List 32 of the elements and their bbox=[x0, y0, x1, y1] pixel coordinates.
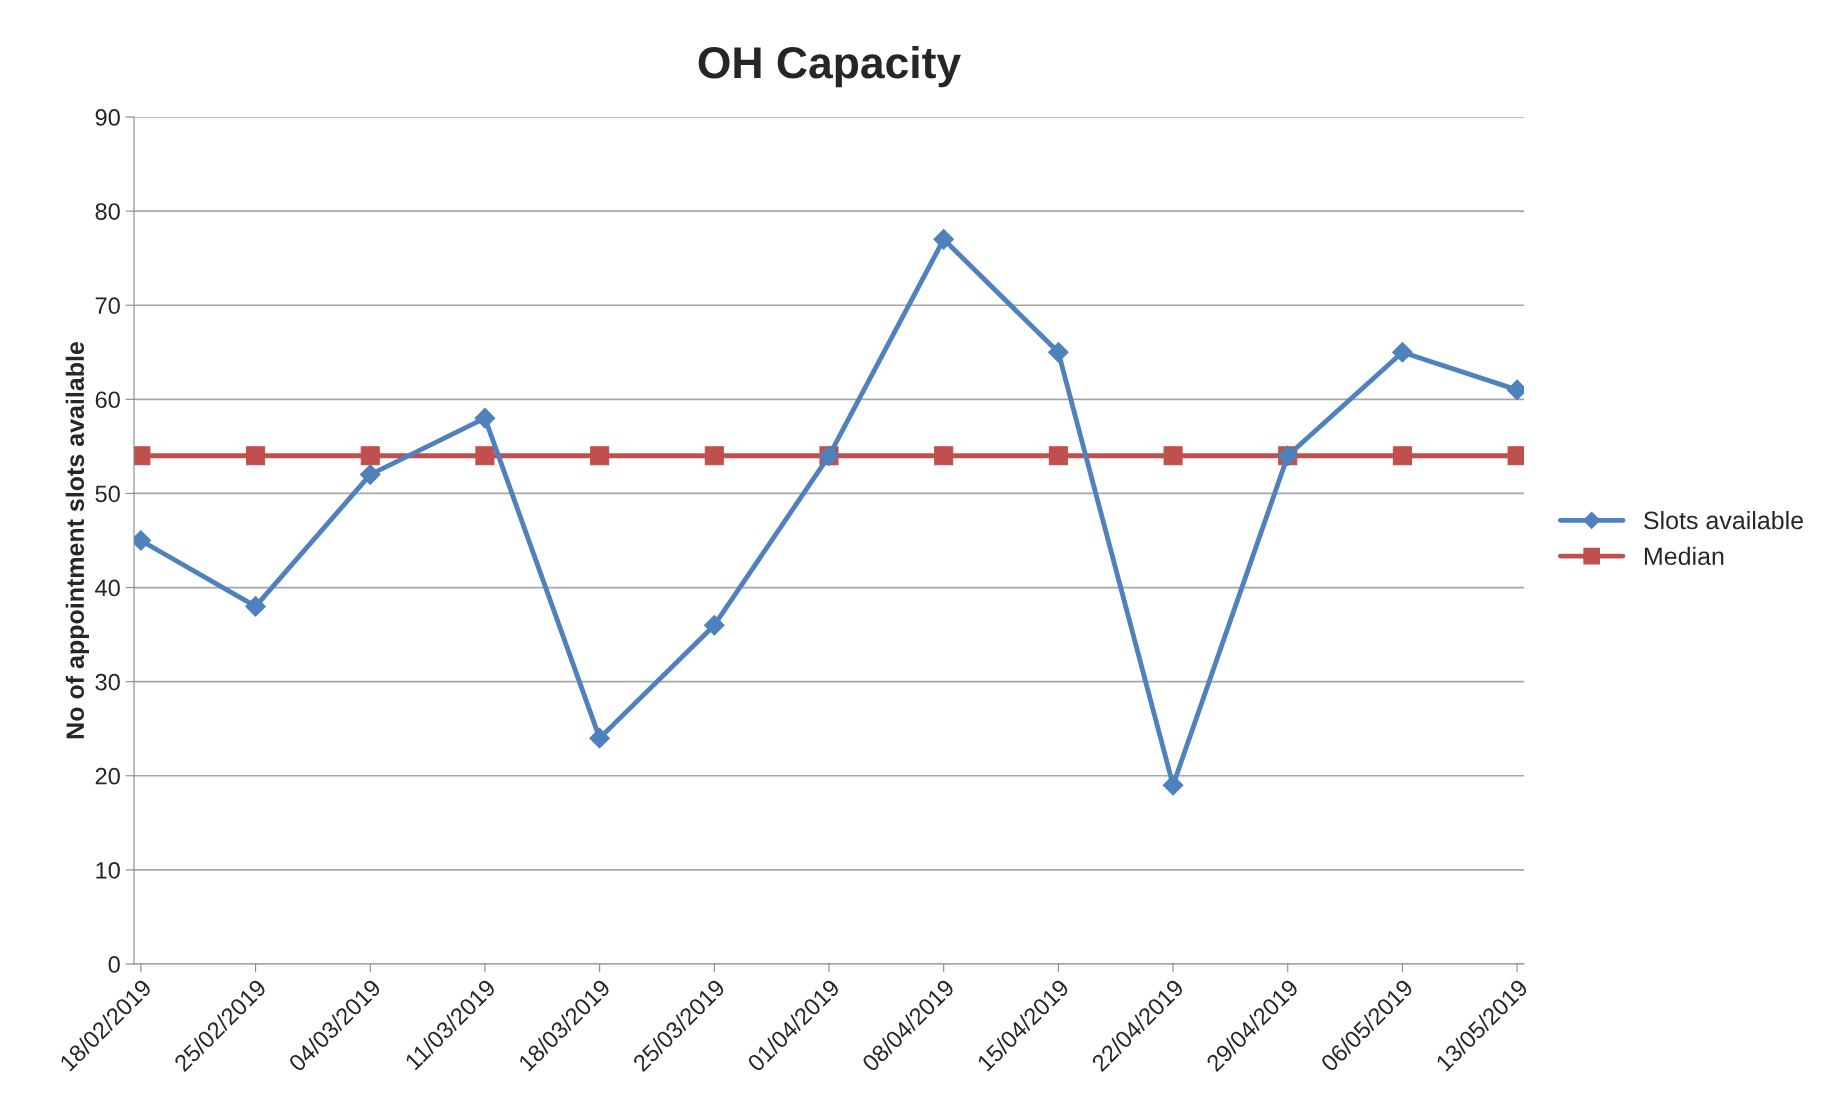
y-tick-label: 10 bbox=[96, 861, 120, 879]
point bbox=[589, 727, 610, 749]
point bbox=[1392, 446, 1412, 466]
point bbox=[1048, 446, 1068, 466]
point bbox=[934, 446, 954, 466]
point bbox=[474, 407, 496, 429]
point bbox=[703, 614, 725, 636]
point bbox=[1162, 774, 1184, 796]
point bbox=[245, 596, 266, 617]
y-tick-label: 40 bbox=[95, 579, 120, 597]
legend-label: Median bbox=[1644, 546, 1724, 566]
y-tick-label: 70 bbox=[95, 297, 120, 315]
point bbox=[475, 446, 495, 466]
y-tick-label: 80 bbox=[95, 203, 120, 220]
y-tick-label: 90 bbox=[95, 109, 120, 126]
y-tick-label: 20 bbox=[95, 767, 120, 785]
point bbox=[704, 446, 724, 466]
point bbox=[1163, 446, 1183, 466]
y-tick-label: 60 bbox=[95, 391, 120, 409]
point bbox=[1392, 341, 1413, 363]
point bbox=[590, 446, 610, 466]
legend-label: Slots available bbox=[1644, 510, 1803, 530]
point bbox=[360, 446, 380, 466]
point bbox=[933, 229, 955, 250]
point bbox=[246, 446, 266, 466]
y-tick-label: 50 bbox=[95, 485, 120, 503]
y-axis-title: No of appointment slots available bbox=[65, 342, 89, 739]
point bbox=[1048, 341, 1069, 363]
y-tick-label: 30 bbox=[95, 673, 120, 691]
point bbox=[359, 464, 381, 485]
chart-title: OH Capacity bbox=[698, 45, 961, 88]
y-tick-label: 0 bbox=[108, 956, 120, 973]
